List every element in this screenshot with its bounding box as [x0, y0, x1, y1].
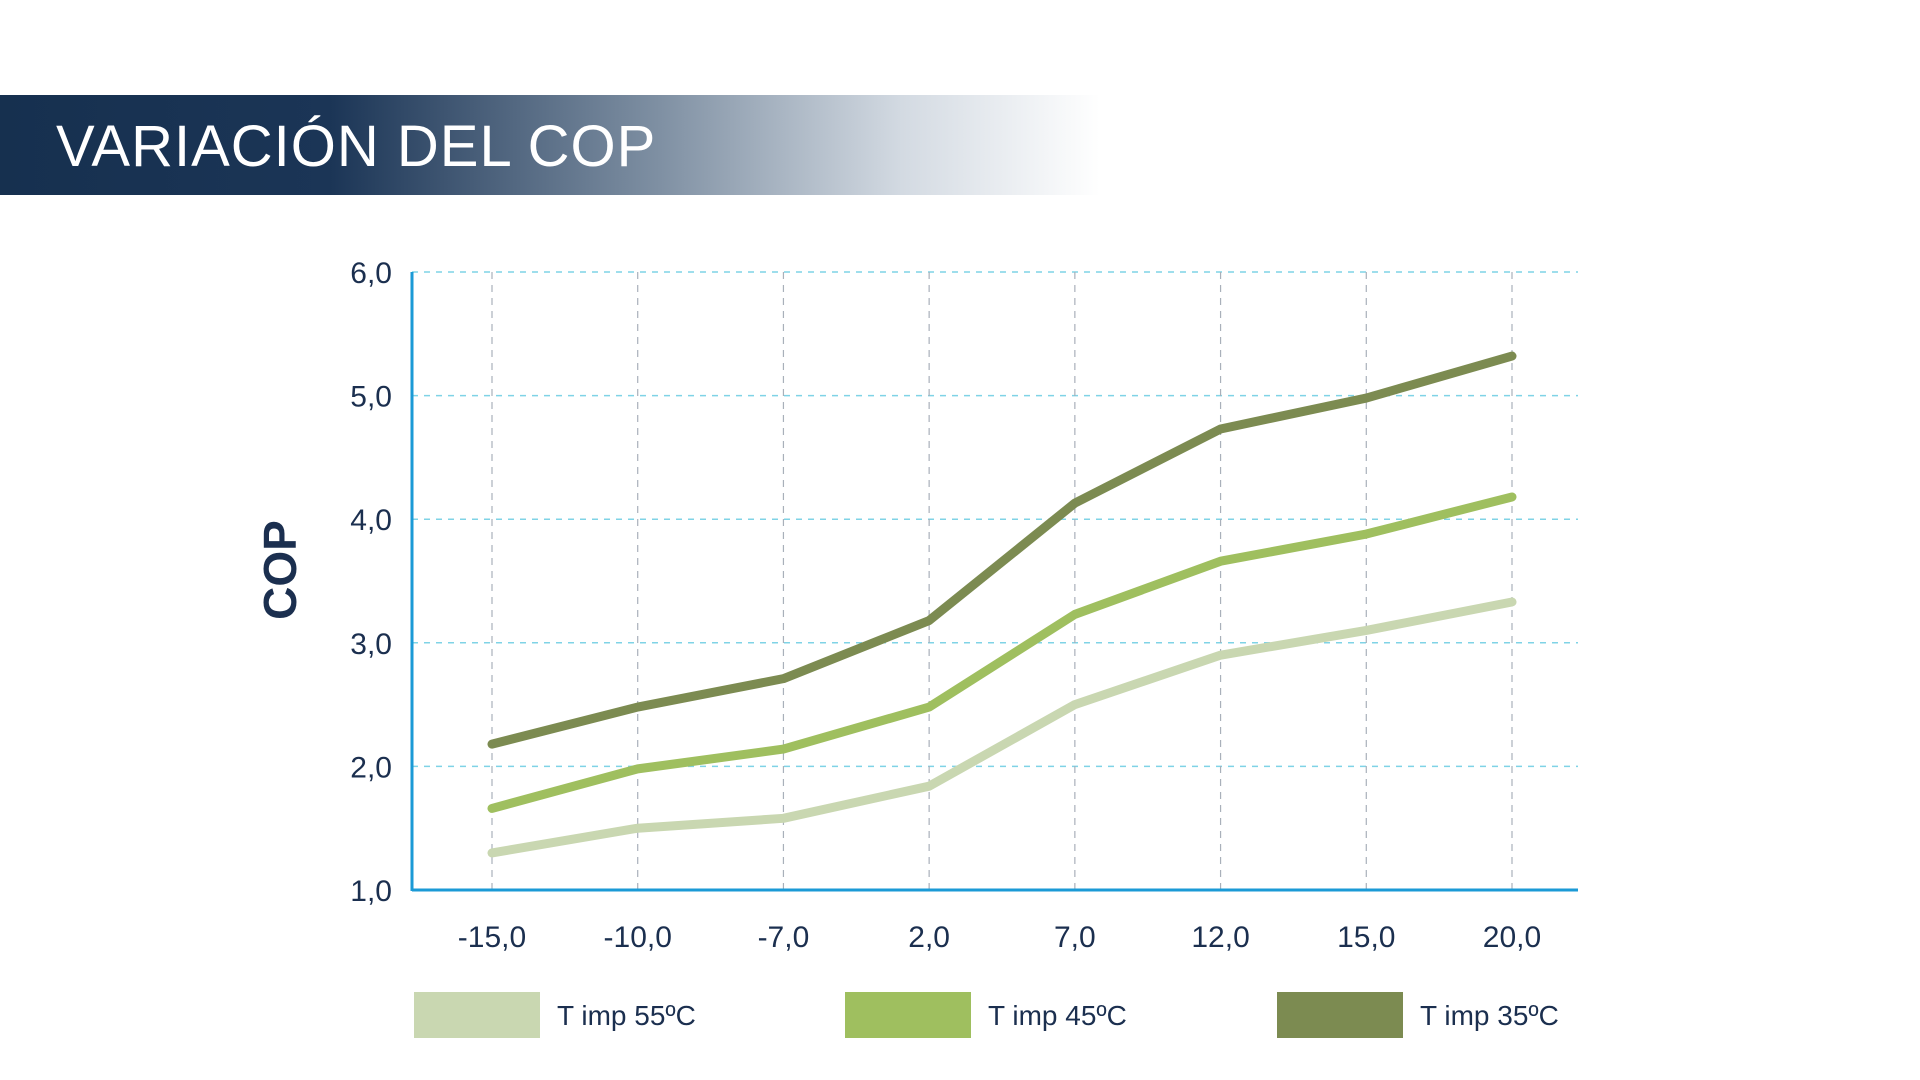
series-line — [487, 492, 1517, 813]
y-tick-label: 2,0 — [350, 751, 392, 784]
series-line — [487, 351, 1517, 749]
horizontal-gridlines — [412, 271, 1578, 768]
x-tick-label: 20,0 — [1483, 921, 1541, 954]
legend-label: T imp 45ºC — [988, 1000, 1127, 1031]
title-banner: VARIACIÓN DEL COP — [0, 95, 1100, 195]
legend-label: T imp 35ºC — [1420, 1000, 1559, 1031]
x-tick-label: -7,0 — [758, 921, 810, 954]
series-lines — [487, 351, 1517, 858]
y-tick-label: 5,0 — [350, 381, 392, 414]
y-axis-label: COP — [254, 520, 306, 620]
x-tick-label: 7,0 — [1054, 921, 1096, 954]
x-tick-label: -10,0 — [604, 921, 672, 954]
legend-label: T imp 55ºC — [557, 1000, 696, 1031]
legend-swatch — [1277, 992, 1403, 1038]
y-tick-label: 6,0 — [350, 257, 392, 290]
axes — [410, 272, 1578, 892]
legend-swatch — [414, 992, 540, 1038]
vertical-gridlines — [491, 272, 1513, 890]
series-line — [487, 597, 1517, 858]
x-tick-label: -15,0 — [458, 921, 526, 954]
y-tick-label: 3,0 — [350, 628, 392, 661]
y-tick-label: 1,0 — [350, 875, 392, 908]
y-tick-labels: 1,0 2,0 3,0 4,0 5,0 6,0 — [350, 257, 392, 908]
x-tick-label: 15,0 — [1337, 921, 1395, 954]
x-tick-labels: -15,0 -10,0 -7,0 2,0 7,0 12,0 15,0 20,0 — [458, 921, 1541, 954]
y-tick-label: 4,0 — [350, 504, 392, 537]
legend: T imp 55ºC T imp 45ºC T imp 35ºC — [414, 992, 1559, 1038]
x-tick-label: 2,0 — [908, 921, 950, 954]
legend-swatch — [845, 992, 971, 1038]
page-title: VARIACIÓN DEL COP — [56, 114, 657, 179]
x-tick-label: 12,0 — [1191, 921, 1249, 954]
